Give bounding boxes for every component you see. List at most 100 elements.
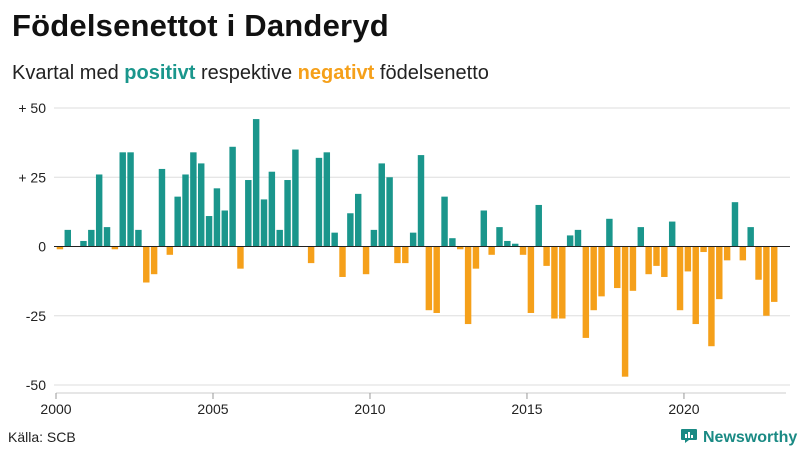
bar-2001K1 [88, 229, 95, 247]
bar-2016K4 [582, 246, 590, 338]
bar-2014K3 [511, 243, 519, 247]
subtitle-middle: respektive [195, 62, 298, 84]
bar-2015K4 [551, 246, 558, 319]
x-tick-label: 2010 [354, 401, 385, 417]
chart-subtitle: Kvartal med positivt respektive negativt… [12, 62, 489, 85]
bar-2012K1 [433, 246, 440, 313]
bar-2015K2 [535, 204, 542, 247]
bar-2008K1 [307, 246, 315, 264]
bar-2019K1 [653, 246, 660, 266]
bar-2022K1 [747, 227, 754, 247]
bar-2006K4 [268, 171, 276, 247]
bar-2016K3 [574, 229, 582, 247]
bar-2014K2 [504, 240, 511, 247]
bar-2015K3 [543, 246, 550, 266]
bar-2021K3 [731, 202, 739, 247]
subtitle-negative-word: negativt [297, 62, 375, 84]
subtitle-positive-word: positivt [124, 62, 196, 84]
bar-2009K4 [362, 246, 370, 275]
bar-2004K2 [190, 152, 197, 247]
y-tick-label: -25 [26, 308, 46, 324]
bar-chart-logo-icon [680, 426, 698, 449]
bar-2005K3 [229, 146, 236, 247]
bar-2004K4 [205, 216, 213, 247]
bar-2006K3 [260, 199, 268, 247]
bar-2006K1 [245, 180, 252, 247]
bar-2017K4 [614, 246, 621, 289]
bar-2010K3 [386, 177, 393, 247]
bar-2012K4 [457, 246, 464, 250]
bar-2003K4 [174, 196, 181, 247]
bar-2022K4 [771, 246, 778, 302]
bar-2008K2 [315, 157, 323, 247]
brand-name: Newsworthy [703, 428, 798, 446]
bar-2022K3 [763, 246, 770, 316]
bar-2000K1 [56, 246, 64, 250]
y-tick-label: + 50 [18, 100, 46, 116]
bar-2005K4 [237, 246, 244, 269]
bar-2005K2 [221, 210, 228, 247]
bar-2003K3 [166, 246, 174, 255]
bar-2003K1 [150, 246, 158, 275]
bar-2009K3 [354, 193, 362, 247]
bar-2004K3 [198, 163, 205, 247]
subtitle-suffix: födelsenetto [374, 62, 489, 84]
bar-2003K2 [158, 168, 166, 247]
bar-2013K1 [464, 246, 472, 325]
bar-2021K1 [716, 246, 723, 300]
bar-2002K3 [135, 229, 142, 247]
bar-2007K1 [276, 229, 283, 247]
bar-2019K3 [668, 221, 676, 247]
bar-2017K2 [598, 246, 605, 297]
bar-2001K3 [103, 227, 111, 247]
bar-2011K1 [402, 246, 409, 264]
bar-2013K4 [488, 246, 495, 255]
bar-2005K1 [213, 188, 221, 247]
bar-2007K2 [284, 180, 291, 247]
bar-2014K4 [519, 246, 527, 255]
bar-2004K1 [182, 174, 189, 247]
bar-2011K2 [409, 232, 417, 247]
bar-2016K1 [559, 246, 566, 319]
bar-2017K1 [590, 246, 597, 311]
bar-2021K2 [723, 246, 731, 261]
bar-2013K3 [480, 210, 488, 247]
y-tick-label: 0 [38, 239, 46, 255]
bar-2017K3 [606, 218, 613, 247]
bar-2018K1 [621, 246, 629, 377]
bar-2018K3 [637, 227, 645, 247]
bar-2015K1 [527, 246, 535, 313]
bar-2019K4 [676, 246, 684, 311]
bar-2001K4 [111, 246, 119, 250]
bar-2020K3 [700, 246, 707, 253]
subtitle-prefix: Kvartal med [12, 62, 125, 84]
bar-2011K4 [425, 246, 433, 311]
bar-2002K4 [143, 246, 150, 283]
bar-2009K1 [339, 246, 346, 277]
bar-2010K4 [394, 246, 401, 264]
bar-2014K1 [496, 227, 503, 247]
bar-2018K4 [645, 246, 652, 275]
bar-2021K4 [739, 246, 747, 261]
bar-2020K4 [708, 246, 715, 347]
bar-2018K2 [629, 246, 637, 291]
bar-2002K2 [127, 152, 134, 247]
bar-2019K2 [661, 246, 668, 277]
bar-2008K4 [331, 232, 338, 247]
bar-2010K2 [378, 163, 385, 247]
bar-2013K2 [472, 246, 480, 269]
bar-2009K2 [347, 213, 354, 247]
bar-2006K2 [252, 119, 260, 247]
y-tick-label: -50 [26, 377, 46, 393]
chart-title: Födelsenettot i Danderyd [12, 8, 389, 43]
bar-2011K3 [417, 155, 425, 247]
bar-2012K2 [441, 196, 448, 247]
bar-2002K1 [119, 152, 126, 247]
bar-2012K3 [449, 238, 456, 247]
y-tick-label: + 25 [18, 169, 46, 185]
bar-2010K1 [370, 229, 378, 247]
bar-2020K1 [684, 246, 692, 272]
brand-logo: Newsworthy [680, 426, 797, 449]
x-tick-label: 2020 [668, 401, 699, 417]
